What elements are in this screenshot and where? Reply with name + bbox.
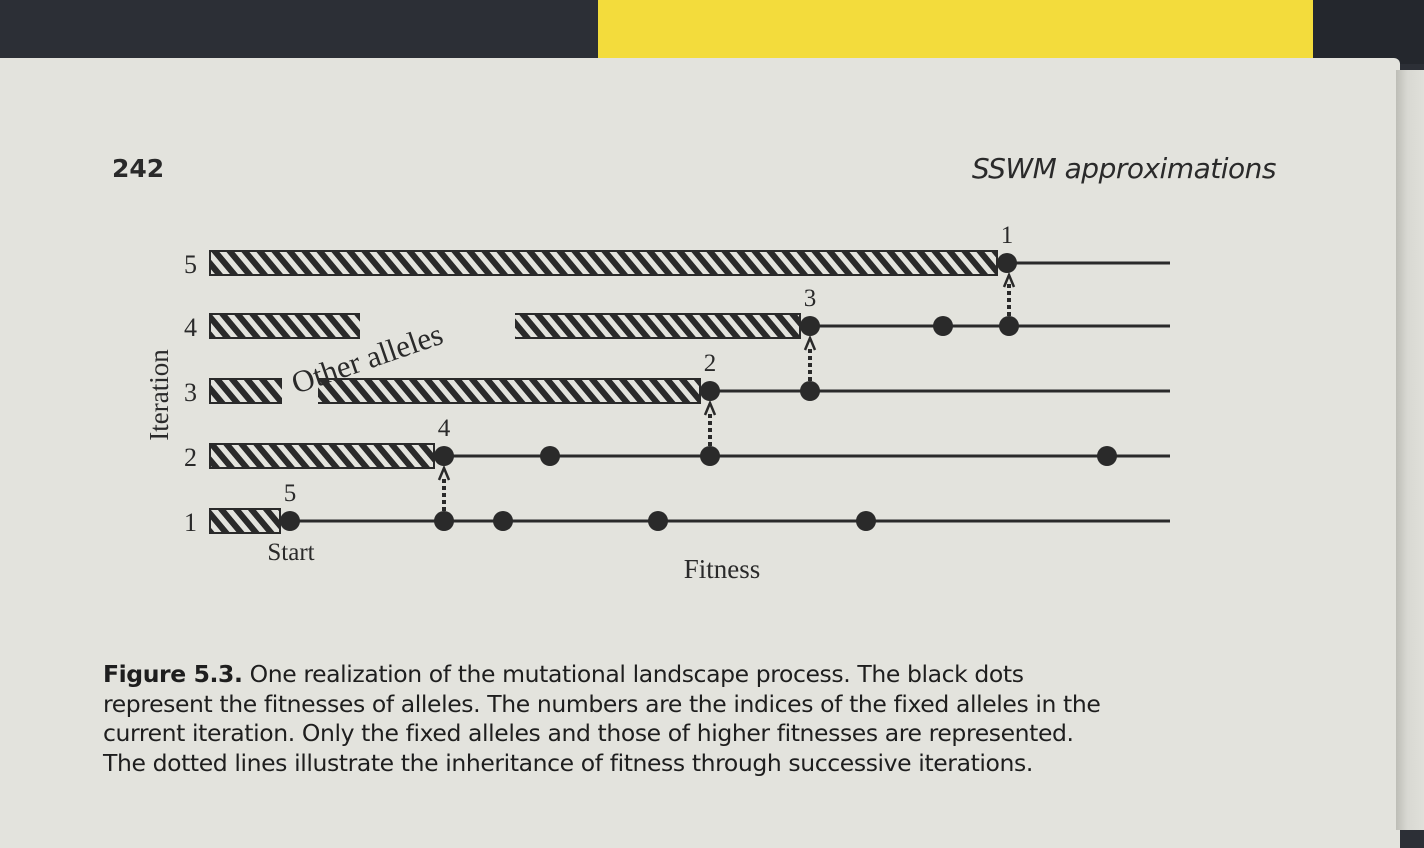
allele-dot — [434, 511, 454, 531]
allele-dot — [933, 316, 953, 336]
iteration-tick: 3 — [184, 378, 197, 407]
iteration-tick: 5 — [184, 250, 197, 279]
allele-dot — [700, 381, 720, 401]
caption-line-4: The dotted lines illustrate the inherita… — [103, 748, 1033, 777]
other-alleles-bar — [209, 443, 435, 469]
fixed-allele-label: 4 — [438, 415, 451, 442]
other-alleles-bar — [209, 250, 998, 276]
arrow-head-icon — [437, 464, 451, 481]
fixed-allele-label: 5 — [284, 480, 297, 507]
label-gap-row4 — [360, 300, 515, 340]
fixed-allele-label: 1 — [1001, 222, 1014, 249]
allele-dot — [700, 446, 720, 466]
arrow-head-icon — [1002, 271, 1016, 288]
iteration-tick: 4 — [184, 313, 197, 342]
allele-dot — [997, 253, 1017, 273]
caption-line-1: Figure 5.3. One realization of the mutat… — [103, 660, 1303, 690]
fixed-allele-label: 2 — [704, 350, 717, 377]
caption-line-2: represent the fitnesses of alleles. The … — [103, 689, 1101, 718]
allele-dot — [999, 316, 1019, 336]
arrow-head-icon — [703, 399, 717, 416]
caption-label: Figure 5.3. — [103, 660, 243, 688]
arrow-head-icon — [803, 334, 817, 351]
allele-dot — [1097, 446, 1117, 466]
page-number: 242 — [112, 154, 165, 183]
yellow-sticky-note — [598, 0, 1313, 64]
x-axis-label: Fitness — [684, 554, 761, 584]
caption-line-3: current iteration. Only the fixed allele… — [103, 719, 1074, 748]
allele-dot — [493, 511, 513, 531]
next-page-edge — [1396, 70, 1424, 830]
y-axis-label: Iteration — [144, 349, 174, 441]
fixed-allele-label: 3 — [804, 285, 817, 312]
allele-dot — [800, 381, 820, 401]
iteration-tick: 1 — [184, 508, 197, 537]
iteration-tick: 2 — [184, 443, 197, 472]
other-alleles-bar — [209, 508, 281, 534]
allele-dot — [856, 511, 876, 531]
running-head: SSWM approximations — [971, 152, 1277, 185]
caption-text: One realization of the mutational landsc… — [242, 660, 1024, 688]
allele-dot — [540, 446, 560, 466]
label-gap-row3 — [282, 365, 318, 405]
start-label: Start — [267, 539, 314, 566]
figure-caption: Figure 5.3. One realization of the mutat… — [103, 660, 1303, 778]
allele-dot — [434, 446, 454, 466]
allele-dot — [648, 511, 668, 531]
allele-dot — [800, 316, 820, 336]
allele-dot — [280, 511, 300, 531]
background-desk — [1313, 0, 1424, 64]
